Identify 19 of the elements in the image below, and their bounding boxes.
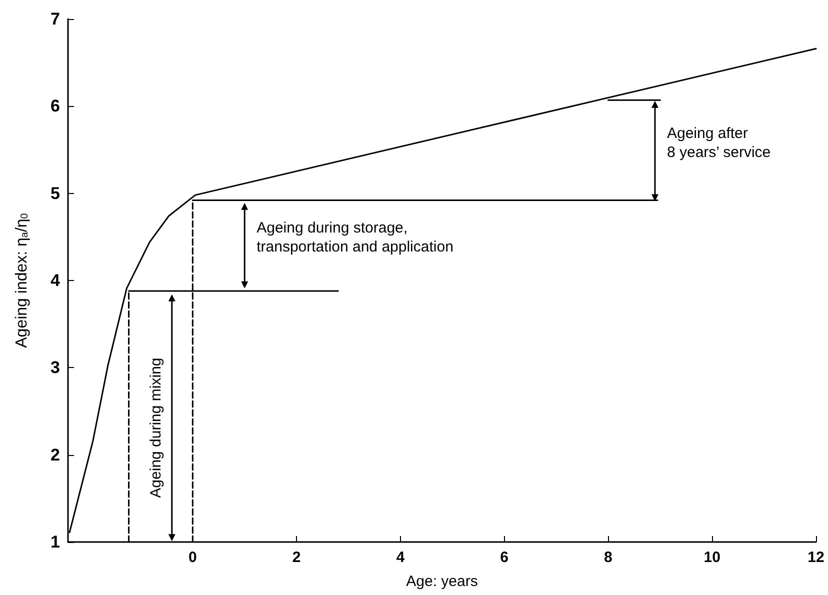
x-tick-label: 4 [396, 549, 406, 566]
y-axis-title: Ageing index: ηa/η0 [14, 212, 30, 348]
y-tick-label: 1 [50, 532, 60, 552]
annotation: Ageing after 8 years’ service [666, 125, 771, 162]
y-tick-label: 2 [50, 445, 60, 464]
x-tick-label: 6 [500, 549, 509, 566]
x-tick-label: 12 [808, 549, 824, 566]
x-tick-label: 0 [188, 549, 197, 566]
x-axis-title: Age: years [406, 573, 478, 590]
y-tick-label: 4 [50, 271, 61, 290]
x-tick-label: 2 [292, 549, 301, 566]
x-tick-label: 10 [704, 549, 720, 566]
annotation: Ageing during storage, transportation and application [256, 220, 454, 256]
annotation: Ageing during mixing [147, 358, 164, 498]
y-tick-label: 3 [50, 358, 60, 378]
y-tick-label: 5 [50, 184, 60, 203]
x-tick-label: 8 [604, 549, 612, 566]
y-tick-label: 7 [50, 10, 60, 28]
y-tick-label: 6 [50, 96, 60, 116]
